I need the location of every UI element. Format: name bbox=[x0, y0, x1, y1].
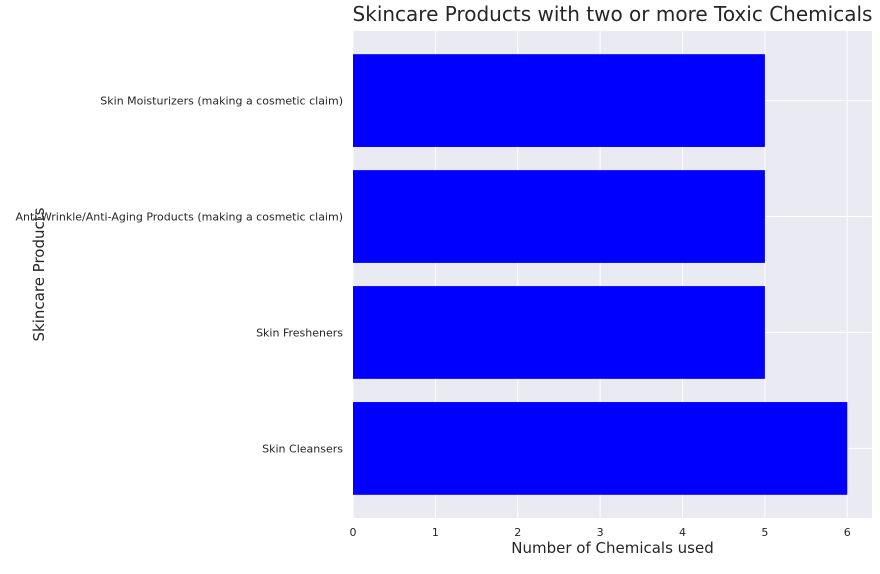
y-tick-label: Anti-Wrinkle/Anti-Aging Products (making… bbox=[16, 211, 344, 224]
x-tick-label: 4 bbox=[679, 526, 686, 539]
y-tick-label: Skin Moisturizers (making a cosmetic cla… bbox=[100, 95, 343, 108]
bar bbox=[353, 54, 765, 147]
x-tick-label: 5 bbox=[761, 526, 768, 539]
x-axis-label: Number of Chemicals used bbox=[511, 539, 714, 557]
y-tick-label: Skin Fresheners bbox=[256, 326, 343, 339]
x-tick-label: 1 bbox=[432, 526, 439, 539]
x-tick-label: 2 bbox=[514, 526, 521, 539]
x-tick-label: 0 bbox=[350, 526, 357, 539]
bars bbox=[353, 54, 848, 495]
bar bbox=[353, 170, 765, 263]
bar bbox=[353, 402, 848, 495]
x-tick-label: 6 bbox=[844, 526, 851, 539]
x-tick-label: 3 bbox=[597, 526, 604, 539]
bar bbox=[353, 286, 765, 379]
y-tick-labels: Skin Cleansers Skin Fresheners Anti-Wrinkl… bbox=[16, 95, 344, 456]
y-tick-label: Skin Cleansers bbox=[262, 442, 343, 455]
x-tick-labels: 0 1 2 3 4 5 6 bbox=[350, 526, 851, 539]
chart-title: Skincare Products with two or more Toxic… bbox=[353, 2, 873, 26]
y-axis-label: Skincare Products bbox=[30, 207, 48, 341]
